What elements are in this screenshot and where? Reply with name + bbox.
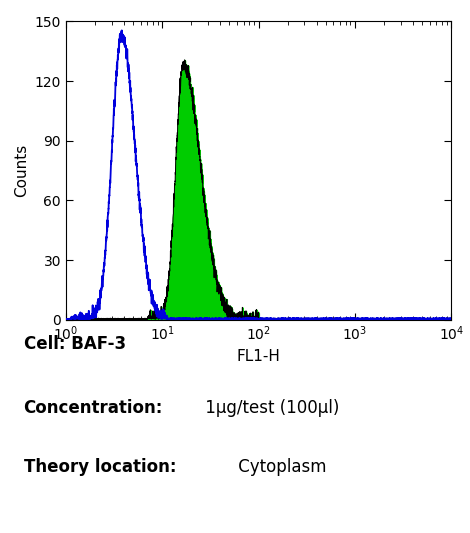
- Text: Concentration:: Concentration:: [24, 399, 163, 417]
- Text: Theory location:: Theory location:: [24, 458, 176, 476]
- Text: 1μg/test (100μl): 1μg/test (100μl): [200, 399, 339, 417]
- X-axis label: FL1-H: FL1-H: [236, 349, 281, 364]
- Text: Cytoplasm: Cytoplasm: [233, 458, 326, 476]
- Text: Cell: BAF-3: Cell: BAF-3: [24, 335, 125, 353]
- Y-axis label: Counts: Counts: [14, 144, 29, 197]
